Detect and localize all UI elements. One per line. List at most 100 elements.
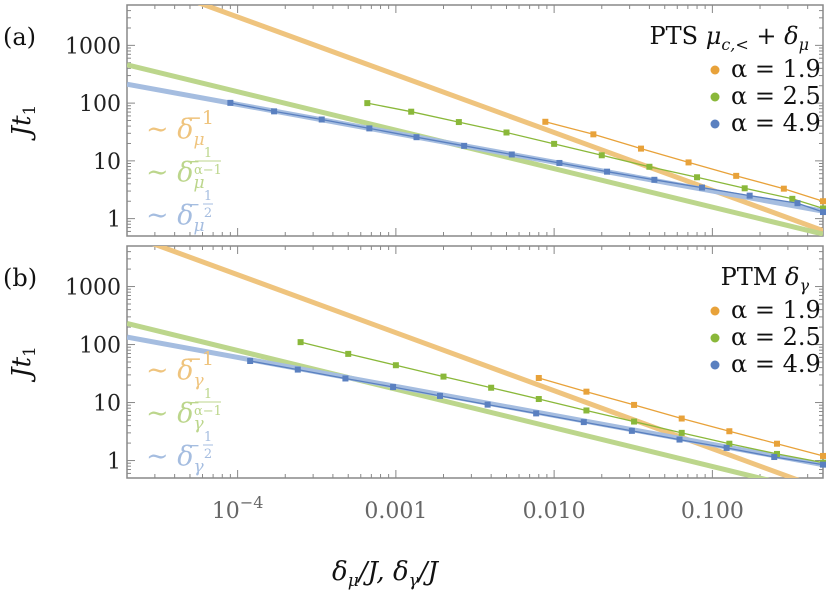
- data-point: [780, 185, 787, 192]
- data-point: [535, 374, 542, 381]
- data-point: [408, 108, 415, 115]
- series-line: [300, 341, 824, 464]
- data-point: [726, 440, 733, 447]
- fit-tilde: ∼: [146, 398, 177, 429]
- data-point: [820, 461, 826, 468]
- fit-exponent: −: [186, 393, 200, 413]
- data-point: [631, 401, 638, 408]
- fit-annotation: ∼ δμ: [146, 114, 205, 150]
- fit-lines: [127, 246, 823, 478]
- title-part: μ: [706, 22, 722, 50]
- fit-annotation: ∼ δγ: [146, 398, 204, 434]
- data-point: [699, 184, 706, 191]
- data-point: [271, 108, 278, 115]
- data-point: [694, 174, 701, 181]
- y-tick-label: 1000: [65, 34, 121, 59]
- data-point: [685, 159, 692, 166]
- data-point: [651, 176, 658, 183]
- y-axis-label: Jt1: [7, 105, 40, 142]
- data-point: [345, 350, 352, 357]
- x-tick-label: 0.001: [364, 499, 427, 524]
- y-tick-label: 100: [79, 334, 121, 359]
- fit-sub: γ: [193, 414, 204, 434]
- panel-label: (b): [3, 264, 37, 292]
- title-part: δ: [784, 22, 798, 50]
- fit-sub: μ: [193, 216, 204, 236]
- fit-exponent: −: [186, 195, 200, 215]
- fit-frac-den: 2: [204, 206, 212, 221]
- data-point: [771, 454, 778, 461]
- ylabel-sub: 1: [20, 105, 40, 116]
- title-part: δ: [785, 263, 799, 291]
- data-point: [366, 125, 373, 132]
- panel-label: (a): [3, 23, 36, 51]
- fit-annotation: ∼ δγ: [146, 441, 204, 477]
- title-part: PTM: [721, 263, 785, 291]
- series-blue: [227, 99, 826, 216]
- fit-sup: −: [186, 393, 200, 413]
- fit-tilde: ∼: [146, 441, 177, 472]
- data-point: [436, 392, 443, 399]
- x-tick-label: 0.100: [681, 499, 744, 524]
- series-green: [364, 100, 826, 212]
- y-tick-label: 1000: [65, 276, 121, 301]
- data-point: [741, 185, 748, 192]
- ylabel-main: Jt: [7, 356, 37, 382]
- fit-frac-den: α−1: [194, 404, 222, 419]
- fit-line: [152, 246, 800, 478]
- xtick-exp: −4: [240, 493, 264, 512]
- fit-frac-num: 1: [204, 189, 212, 204]
- y-tick-label: 1: [107, 208, 121, 233]
- data-point: [733, 172, 740, 179]
- title-part: +: [749, 22, 784, 50]
- fit-sub: γ: [193, 371, 204, 391]
- data-point: [542, 118, 549, 125]
- fit-delta: δ: [177, 398, 193, 429]
- fit-tilde: ∼: [146, 157, 177, 188]
- data-point: [820, 209, 826, 216]
- data-point: [646, 163, 653, 170]
- data-point: [794, 200, 801, 207]
- fit-delta: δ: [177, 355, 193, 386]
- y-axis-label: Jt1: [7, 346, 40, 383]
- series-orange: [542, 118, 826, 205]
- data-point: [583, 388, 590, 395]
- fit-frac-num: 1: [204, 430, 212, 445]
- series-line: [230, 102, 824, 213]
- fit-line: [127, 334, 823, 468]
- data-point: [604, 168, 611, 175]
- data-point: [297, 339, 304, 346]
- data-point: [789, 195, 796, 202]
- y-tick-label: 1: [107, 450, 121, 475]
- fit-annotation: ∼ δμ: [146, 157, 205, 193]
- xl-part: μ: [348, 571, 359, 591]
- fit-annotation: ∼ δγ: [146, 355, 204, 391]
- series-orange: [535, 374, 826, 459]
- legend-marker: [710, 306, 720, 316]
- data-point: [726, 428, 733, 435]
- xl-part: /J, δ: [356, 557, 409, 587]
- x-tick-label: 10−4: [212, 493, 264, 524]
- fit-sub: μ: [193, 173, 204, 193]
- data-point: [294, 366, 301, 373]
- legend-label: α = 2.5: [731, 82, 821, 110]
- data-point: [638, 145, 645, 152]
- data-point: [746, 192, 753, 199]
- fit-delta: δ: [177, 114, 193, 145]
- fit-frac-den: 2: [204, 447, 212, 462]
- xl-part: δ: [332, 557, 348, 587]
- data-point: [503, 129, 510, 136]
- data-point: [551, 140, 558, 147]
- data-point: [342, 375, 349, 382]
- data-point: [535, 396, 542, 403]
- fit-delta: δ: [177, 157, 193, 188]
- data-point: [678, 429, 685, 436]
- data-point: [580, 419, 587, 426]
- data-point: [583, 407, 590, 414]
- fit-tilde: ∼: [146, 200, 177, 231]
- x-axis-label: δμ/J, δγ/J: [332, 557, 439, 591]
- data-point: [247, 358, 254, 365]
- data-point: [678, 415, 685, 422]
- data-point: [533, 410, 540, 417]
- fit-sup: −1: [186, 348, 214, 370]
